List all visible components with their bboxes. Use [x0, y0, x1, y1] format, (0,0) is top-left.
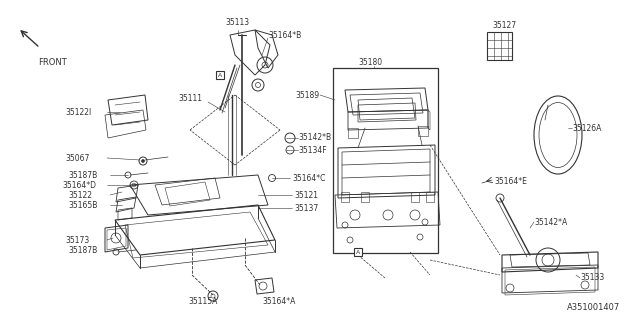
Text: FRONT: FRONT	[38, 58, 67, 67]
Text: 35164*A: 35164*A	[262, 298, 296, 307]
Text: 35113: 35113	[225, 18, 249, 27]
Text: 35142*A: 35142*A	[534, 218, 567, 227]
Text: A: A	[356, 250, 360, 254]
Text: 35173: 35173	[65, 236, 89, 244]
Bar	[487, 32, 512, 60]
Text: 35180: 35180	[358, 58, 382, 67]
Text: 35127: 35127	[492, 20, 516, 29]
Text: 35134F: 35134F	[298, 146, 326, 155]
Text: 35115A: 35115A	[188, 298, 218, 307]
Text: 35133: 35133	[580, 274, 604, 283]
Text: 35187B: 35187B	[68, 245, 97, 254]
Text: 35067: 35067	[65, 154, 90, 163]
Text: 35121: 35121	[294, 190, 318, 199]
Text: 35164*C: 35164*C	[292, 173, 325, 182]
Bar	[333, 68, 438, 253]
Text: A351001407: A351001407	[567, 303, 620, 313]
Text: 35142*B: 35142*B	[298, 132, 331, 141]
Text: 35164*B: 35164*B	[268, 30, 301, 39]
Text: 35111: 35111	[178, 93, 202, 102]
Text: 35187B: 35187B	[68, 171, 97, 180]
Text: 35164*E: 35164*E	[494, 177, 527, 186]
Text: 35122: 35122	[68, 190, 92, 199]
Text: 35165B: 35165B	[68, 201, 97, 210]
Bar	[354, 248, 362, 256]
Text: A: A	[218, 73, 222, 77]
Text: 35126A: 35126A	[572, 124, 602, 132]
Text: 35189: 35189	[296, 91, 320, 100]
Text: 35122I: 35122I	[65, 108, 92, 116]
Bar	[216, 71, 224, 79]
Circle shape	[141, 159, 145, 163]
Text: 35164*D: 35164*D	[62, 180, 96, 189]
Text: 35137: 35137	[294, 204, 318, 212]
